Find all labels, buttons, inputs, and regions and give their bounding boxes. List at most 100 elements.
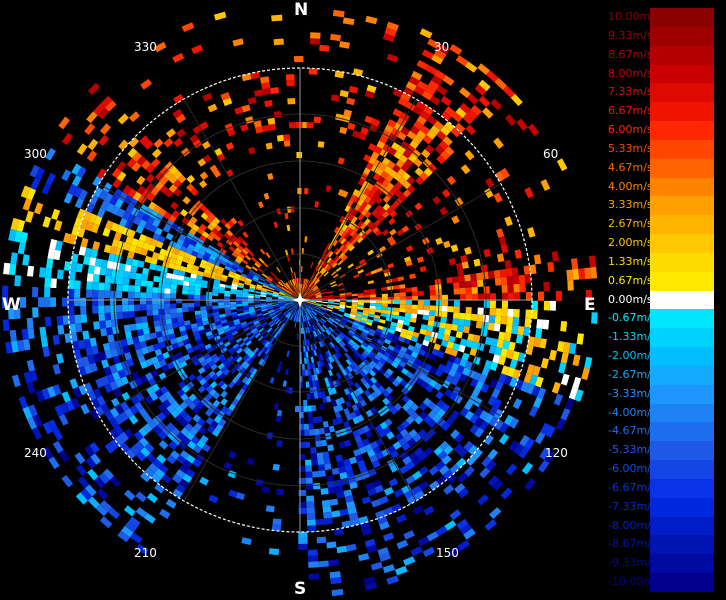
echo-cell — [423, 167, 433, 177]
echo-cell — [270, 87, 279, 94]
echo-cell — [181, 385, 190, 394]
echo-cell — [328, 559, 340, 567]
echo-cell — [363, 358, 370, 366]
echo-cell — [393, 307, 400, 312]
echo-cell — [363, 389, 371, 397]
echo-cell — [140, 279, 148, 287]
echo-cell — [72, 386, 82, 398]
echo-cell — [128, 197, 138, 208]
echo-cell — [337, 282, 344, 287]
echo-cell — [311, 350, 315, 357]
legend-label: -2.67m/s — [608, 367, 657, 381]
echo-cell — [238, 314, 245, 319]
echo-cell — [489, 507, 502, 519]
echo-cell — [244, 315, 251, 320]
echo-cell — [317, 258, 322, 265]
echo-cell — [362, 310, 370, 314]
echo-cell — [382, 564, 395, 574]
echo-cell — [146, 216, 156, 225]
echo-cell — [286, 224, 291, 232]
echo-cell — [327, 327, 333, 334]
echo-cell — [347, 379, 354, 387]
echo-cell — [315, 295, 322, 298]
echo-cell — [141, 159, 151, 170]
echo-cell — [390, 321, 398, 327]
echo-cell — [489, 361, 498, 372]
echo-cell — [202, 92, 213, 102]
echo-cell — [466, 455, 477, 466]
echo-cell — [484, 336, 493, 346]
echo-cell — [114, 362, 124, 372]
echo-cell — [385, 174, 394, 183]
echo-cell — [391, 337, 399, 344]
echo-cell — [178, 233, 187, 241]
echo-cell — [306, 357, 310, 364]
echo-cell — [273, 111, 282, 118]
echo-cell — [143, 221, 153, 231]
echo-cell — [190, 323, 198, 329]
echo-cell — [301, 278, 303, 285]
echo-cell — [140, 316, 148, 323]
echo-cell — [324, 263, 330, 270]
legend-label: -4.67m/s — [608, 424, 657, 438]
echo-cell — [384, 124, 394, 134]
echo-cell — [325, 242, 331, 250]
echo-cell — [218, 302, 225, 306]
legend-swatch — [650, 309, 714, 329]
echo-cell — [173, 170, 183, 180]
echo-cell — [243, 311, 250, 315]
echo-cell — [239, 277, 246, 282]
echo-cell — [301, 290, 304, 297]
echo-cell — [100, 200, 110, 211]
echo-cell — [422, 158, 432, 168]
echo-cell — [371, 366, 379, 374]
echo-cell — [389, 239, 397, 246]
echo-cell — [415, 100, 427, 111]
echo-cell — [278, 296, 285, 298]
echo-cell — [390, 186, 399, 195]
echo-cell — [268, 336, 274, 343]
echo-cell — [124, 264, 132, 272]
echo-cell — [363, 350, 370, 357]
echo-cell — [65, 400, 75, 412]
legend-row: -4.00m/s — [608, 403, 720, 423]
echo-cell — [328, 362, 334, 370]
echo-cell — [95, 378, 104, 389]
echo-cell — [208, 212, 216, 221]
echo-cell — [284, 300, 291, 302]
echo-cell — [307, 306, 312, 312]
echo-cell — [61, 474, 74, 488]
echo-cell — [83, 364, 93, 375]
echo-cell — [146, 280, 154, 288]
echo-cell — [340, 320, 347, 326]
echo-cell — [504, 259, 512, 269]
echo-cell — [326, 541, 337, 549]
echo-cell — [171, 400, 180, 410]
echo-cell — [307, 288, 312, 294]
echo-cell — [331, 387, 337, 395]
echo-cell — [235, 325, 243, 331]
echo-cell — [179, 409, 189, 419]
echo-cell — [187, 258, 195, 265]
echo-cell — [353, 389, 361, 397]
legend-row: -2.67m/s — [608, 365, 720, 385]
echo-cell — [370, 441, 379, 450]
echo-cell — [379, 245, 387, 253]
echo-cell — [226, 355, 234, 362]
echo-cell — [318, 360, 324, 367]
echo-cell — [241, 104, 251, 113]
echo-cell — [132, 191, 142, 201]
echo-cell — [153, 361, 162, 370]
echo-cell — [397, 97, 409, 107]
echo-cell — [27, 265, 35, 277]
echo-cell — [116, 284, 123, 292]
echo-cell — [278, 300, 284, 302]
echo-cell — [181, 334, 189, 341]
echo-cell — [9, 329, 17, 342]
echo-cell — [365, 347, 372, 354]
echo-cell — [314, 290, 321, 294]
echo-cell — [98, 305, 105, 314]
echo-cell — [210, 251, 218, 258]
echo-cell — [400, 92, 412, 102]
echo-cell — [154, 348, 163, 357]
